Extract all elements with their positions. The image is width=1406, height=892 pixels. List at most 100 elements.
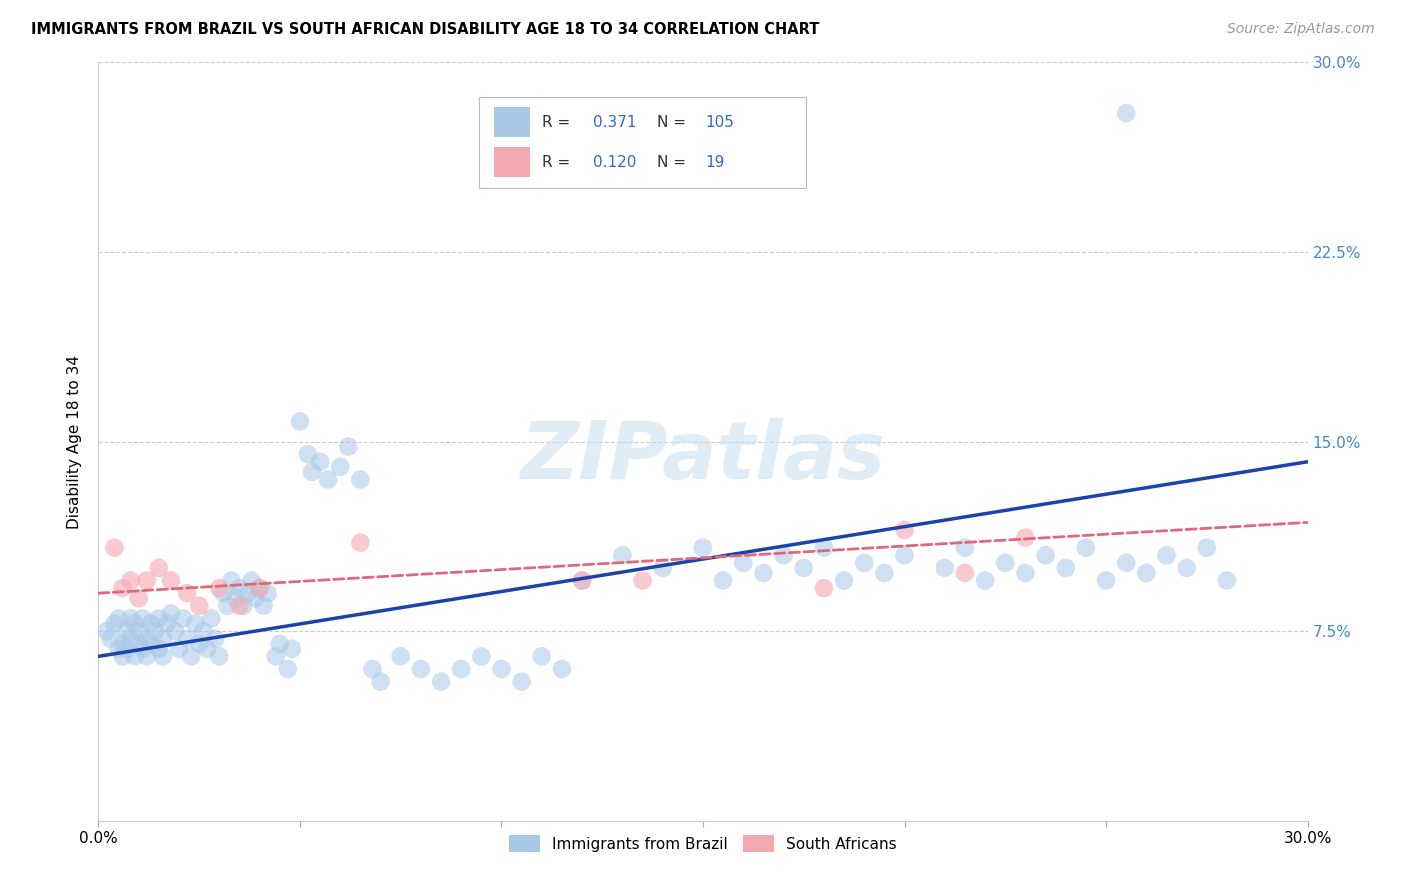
Point <box>148 561 170 575</box>
Point <box>143 624 166 639</box>
Point <box>152 632 174 646</box>
Text: 105: 105 <box>706 114 734 129</box>
Point <box>107 641 129 656</box>
Point <box>316 473 339 487</box>
Point <box>813 581 835 595</box>
Point <box>370 674 392 689</box>
Point <box>430 674 453 689</box>
Point <box>176 586 198 600</box>
Point <box>1115 106 1137 120</box>
Text: 0.120: 0.120 <box>593 154 637 169</box>
Point <box>139 616 162 631</box>
Point <box>132 611 155 625</box>
Point <box>245 591 267 606</box>
Point <box>1054 561 1077 575</box>
Point <box>115 624 138 639</box>
Point <box>184 616 207 631</box>
Point <box>160 574 183 588</box>
Point <box>953 541 976 555</box>
Point <box>253 599 276 613</box>
Point <box>389 649 412 664</box>
Point <box>208 581 231 595</box>
Point <box>180 649 202 664</box>
Point <box>571 574 593 588</box>
Point <box>124 649 146 664</box>
Legend: Immigrants from Brazil, South Africans: Immigrants from Brazil, South Africans <box>503 829 903 858</box>
Point <box>132 641 155 656</box>
Text: 19: 19 <box>706 154 725 169</box>
Point <box>450 662 472 676</box>
Point <box>212 586 235 600</box>
Point <box>974 574 997 588</box>
Bar <box>494 107 530 137</box>
Point <box>249 581 271 595</box>
Point <box>128 637 150 651</box>
Point <box>221 574 243 588</box>
Text: ZIPatlas: ZIPatlas <box>520 417 886 496</box>
Point <box>249 581 271 595</box>
Text: R =: R = <box>543 114 575 129</box>
Point <box>571 574 593 588</box>
Point <box>193 624 215 639</box>
Point <box>228 599 250 613</box>
Point <box>107 611 129 625</box>
Point <box>111 581 134 595</box>
Point <box>204 632 226 646</box>
Point <box>148 641 170 656</box>
Point <box>752 566 775 580</box>
Point <box>470 649 492 664</box>
Point <box>1115 556 1137 570</box>
Point <box>156 616 179 631</box>
Point <box>309 455 332 469</box>
FancyBboxPatch shape <box>479 96 806 187</box>
Point <box>103 616 125 631</box>
Point <box>217 599 239 613</box>
Point <box>228 581 250 595</box>
Point <box>135 632 157 646</box>
Point <box>793 561 815 575</box>
Point <box>772 548 794 563</box>
Point <box>994 556 1017 570</box>
Point <box>893 548 915 563</box>
Point <box>163 624 186 639</box>
Point <box>1175 561 1198 575</box>
Point <box>651 561 673 575</box>
Point <box>530 649 553 664</box>
Text: R =: R = <box>543 154 575 169</box>
Point <box>1195 541 1218 555</box>
Point <box>120 574 142 588</box>
Point <box>188 599 211 613</box>
Point <box>111 637 134 651</box>
Point <box>491 662 513 676</box>
Point <box>172 611 194 625</box>
Point <box>120 632 142 646</box>
Point <box>240 574 263 588</box>
Point <box>631 574 654 588</box>
Point <box>1014 531 1036 545</box>
Point <box>167 641 190 656</box>
Text: Source: ZipAtlas.com: Source: ZipAtlas.com <box>1227 22 1375 37</box>
Point <box>195 641 218 656</box>
Point <box>148 611 170 625</box>
Point <box>281 641 304 656</box>
Point <box>1156 548 1178 563</box>
Point <box>409 662 432 676</box>
Point <box>301 465 323 479</box>
Point <box>551 662 574 676</box>
Point <box>269 637 291 651</box>
Point <box>1014 566 1036 580</box>
Text: N =: N = <box>657 114 690 129</box>
Point <box>120 611 142 625</box>
Point <box>832 574 855 588</box>
Point <box>1135 566 1157 580</box>
Point <box>160 607 183 621</box>
Point <box>176 632 198 646</box>
Point <box>934 561 956 575</box>
Point <box>277 662 299 676</box>
Point <box>711 574 734 588</box>
Text: 0.371: 0.371 <box>593 114 637 129</box>
Text: N =: N = <box>657 154 690 169</box>
Point <box>288 414 311 428</box>
Point <box>200 611 222 625</box>
Point <box>100 632 122 646</box>
